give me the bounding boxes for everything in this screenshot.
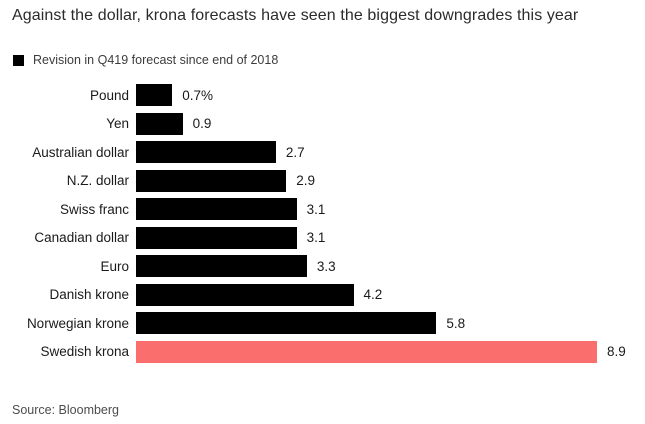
- bar-track: 3.1: [136, 198, 633, 220]
- bar-track: 3.1: [136, 226, 633, 249]
- bar: [136, 112, 183, 135]
- value-label: 3.3: [316, 258, 336, 274]
- bar-row: Australian dollar 2.7: [12, 141, 633, 163]
- bar: [136, 312, 437, 334]
- bar-track: 4.2: [136, 283, 633, 306]
- legend-label: Revision in Q419 forecast since end of 2…: [33, 53, 279, 67]
- value-label: 3.1: [306, 230, 326, 245]
- value-label: 2.7: [285, 144, 305, 160]
- bar-row: Canadian dollar 3.1: [12, 226, 633, 249]
- bar-row: N.Z. dollar 2.9: [12, 169, 633, 192]
- bar: [136, 141, 276, 163]
- bar-track: 5.8: [136, 312, 633, 334]
- category-label: Euro: [100, 258, 129, 274]
- category-label: Australian dollar: [32, 144, 129, 160]
- category-label: N.Z. dollar: [66, 173, 129, 188]
- category-label: Pound: [89, 87, 129, 103]
- value-label: 5.8: [446, 315, 466, 331]
- value-label: 8.9: [607, 344, 626, 359]
- value-label: 0.9: [192, 116, 212, 131]
- value-label: 0.7%: [182, 87, 214, 103]
- bar: [136, 340, 597, 363]
- bar-track: 2.9: [136, 169, 633, 192]
- bar-track: 8.9: [136, 340, 633, 363]
- bar-track: 0.9: [136, 112, 633, 135]
- value-label: 4.2: [363, 287, 383, 302]
- category-label: Yen: [106, 116, 129, 131]
- bar-track: 3.3: [136, 255, 633, 277]
- bar: [136, 169, 287, 192]
- category-label: Swedish krona: [40, 344, 129, 359]
- source-text: Source: Bloomberg: [12, 403, 120, 417]
- bar: [136, 198, 297, 220]
- category-label: Swiss franc: [59, 201, 129, 217]
- bar-row: Yen 0.9: [12, 112, 633, 135]
- legend: Revision in Q419 forecast since end of 2…: [13, 53, 278, 67]
- bar-row: Euro 3.3: [12, 255, 633, 277]
- bar-row: Swiss franc 3.1: [12, 198, 633, 220]
- bar-track: 2.7: [136, 141, 633, 163]
- chart-title: Against the dollar, krona forecasts have…: [12, 7, 579, 24]
- bar: [136, 226, 297, 249]
- value-label: 3.1: [306, 201, 326, 217]
- category-label: Canadian dollar: [34, 230, 129, 245]
- bar-row: Swedish krona 8.9: [12, 340, 633, 363]
- bar: [136, 84, 173, 106]
- plot-area: Pound 0.7% Yen 0.9 Australian dollar 2.7…: [12, 84, 633, 363]
- bar: [136, 283, 354, 306]
- bar: [136, 255, 307, 277]
- category-label: Norwegian krone: [26, 315, 129, 331]
- value-label: 2.9: [296, 173, 315, 188]
- bar-row: Norwegian krone 5.8: [12, 312, 633, 334]
- bar-row: Danish krone 4.2: [12, 283, 633, 306]
- category-label: Danish krone: [49, 287, 129, 302]
- bar-track: 0.7%: [136, 84, 633, 106]
- legend-swatch-icon: [13, 54, 24, 66]
- bar-row: Pound 0.7%: [12, 84, 633, 106]
